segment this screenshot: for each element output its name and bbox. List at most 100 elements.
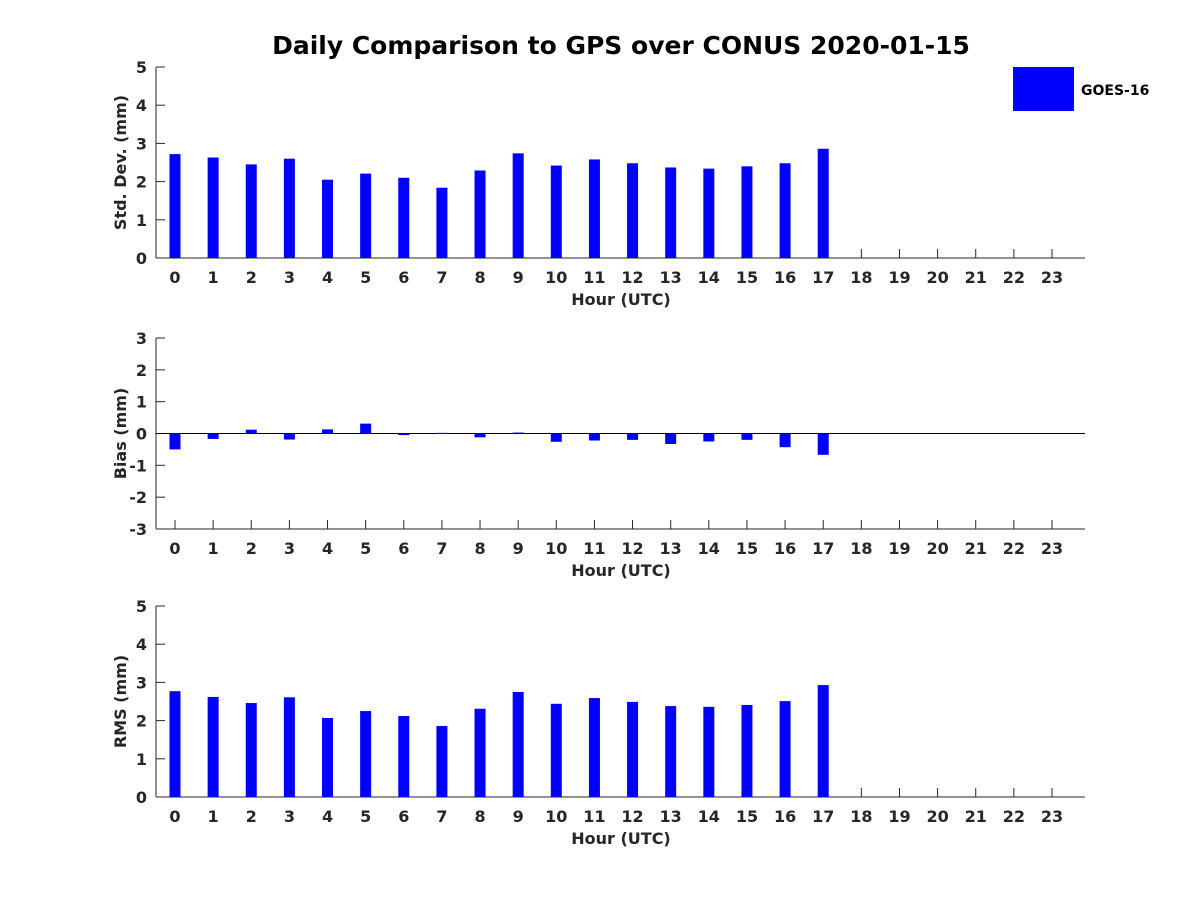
bar-bias-hour-1 <box>207 433 219 439</box>
y-axis-label: RMS (mm) <box>111 655 130 748</box>
bar-bias-hour-10 <box>550 433 562 442</box>
x-tick-label: 23 <box>1041 807 1063 826</box>
x-tick-label: 10 <box>545 539 567 558</box>
bar-rms-hour-5 <box>360 711 372 797</box>
bar-std-dev-hour-17 <box>817 148 829 258</box>
x-tick-label: 0 <box>169 807 180 826</box>
bar-rms-hour-8 <box>474 708 486 797</box>
x-tick-label: 9 <box>513 268 524 287</box>
x-tick-label: 6 <box>398 268 409 287</box>
x-tick-label: 23 <box>1041 268 1063 287</box>
y-axis-label: Std. Dev. (mm) <box>111 95 130 230</box>
x-tick-label: 4 <box>322 539 333 558</box>
y-tick-label: -1 <box>129 456 147 475</box>
x-tick-label: 7 <box>436 268 447 287</box>
bar-bias-hour-13 <box>665 433 677 445</box>
x-tick-label: 7 <box>436 807 447 826</box>
bar-rms-hour-10 <box>550 703 562 797</box>
x-tick-label: 8 <box>474 539 485 558</box>
bar-std-dev-hour-10 <box>550 165 562 258</box>
bar-bias-hour-16 <box>779 433 791 448</box>
bar-std-dev-hour-8 <box>474 170 486 258</box>
x-tick-label: 12 <box>621 807 643 826</box>
x-tick-label: 16 <box>774 539 796 558</box>
x-tick-label: 11 <box>583 807 605 826</box>
bar-rms-hour-3 <box>283 697 295 797</box>
x-tick-label: 1 <box>208 539 219 558</box>
chart-title: Daily Comparison to GPS over CONUS 2020-… <box>272 31 970 60</box>
x-tick-label: 22 <box>1003 539 1025 558</box>
bar-std-dev-hour-11 <box>588 159 600 258</box>
x-tick-label: 4 <box>322 807 333 826</box>
x-tick-label: 13 <box>660 539 682 558</box>
y-axis-label: Bias (mm) <box>111 388 130 480</box>
x-tick-label: 12 <box>621 539 643 558</box>
x-tick-label: 17 <box>812 807 834 826</box>
bar-rms-hour-14 <box>703 706 715 797</box>
y-tick-label: 3 <box>136 329 147 348</box>
legend-label-goes-16: GOES-16 <box>1081 83 1149 99</box>
bar-std-dev-hour-9 <box>512 153 524 258</box>
x-tick-label: 1 <box>208 807 219 826</box>
x-tick-label: 14 <box>698 807 720 826</box>
bar-bias-hour-6 <box>398 433 410 436</box>
bar-rms-hour-4 <box>322 717 334 797</box>
x-tick-label: 0 <box>169 539 180 558</box>
x-axis-label: Hour (UTC) <box>571 561 671 580</box>
x-tick-label: 23 <box>1041 539 1063 558</box>
y-tick-label: 2 <box>136 173 147 192</box>
bar-bias-hour-5 <box>360 423 372 434</box>
x-tick-label: 3 <box>284 807 295 826</box>
bar-rms-hour-11 <box>588 698 600 797</box>
bar-std-dev-hour-14 <box>703 168 715 258</box>
y-tick-label: 1 <box>136 750 147 769</box>
x-tick-label: 20 <box>926 807 948 826</box>
x-tick-label: 21 <box>965 807 987 826</box>
x-tick-label: 19 <box>888 539 910 558</box>
x-tick-label: 11 <box>583 268 605 287</box>
bar-rms-hour-9 <box>512 691 524 797</box>
bar-bias-hour-0 <box>169 433 181 450</box>
y-tick-label: 5 <box>136 597 147 616</box>
x-tick-label: 13 <box>660 807 682 826</box>
y-tick-label: 0 <box>136 249 147 268</box>
x-tick-label: 20 <box>926 539 948 558</box>
bar-std-dev-hour-4 <box>322 179 334 258</box>
y-tick-label: 5 <box>136 58 147 77</box>
x-tick-label: 1 <box>208 268 219 287</box>
x-axis-label: Hour (UTC) <box>571 290 671 309</box>
x-tick-label: 16 <box>774 807 796 826</box>
x-tick-label: 10 <box>545 268 567 287</box>
x-tick-label: 15 <box>736 807 758 826</box>
x-tick-label: 21 <box>965 268 987 287</box>
y-tick-label: 3 <box>136 134 147 153</box>
bar-rms-hour-13 <box>665 706 677 797</box>
bar-rms-hour-15 <box>741 704 753 797</box>
bar-bias-hour-7 <box>436 432 448 434</box>
x-tick-label: 8 <box>474 807 485 826</box>
y-tick-label: 4 <box>136 96 147 115</box>
y-tick-label: 0 <box>136 788 147 807</box>
x-tick-label: 12 <box>621 268 643 287</box>
y-tick-label: 3 <box>136 673 147 692</box>
x-tick-label: 2 <box>246 539 257 558</box>
x-tick-label: 9 <box>513 539 524 558</box>
x-tick-label: 20 <box>926 268 948 287</box>
x-tick-label: 17 <box>812 268 834 287</box>
bar-bias-hour-11 <box>588 433 600 441</box>
x-tick-label: 16 <box>774 268 796 287</box>
bar-bias-hour-2 <box>245 429 257 434</box>
bar-std-dev-hour-6 <box>398 177 410 258</box>
y-tick-label: 4 <box>136 635 147 654</box>
x-tick-label: 17 <box>812 539 834 558</box>
bar-std-dev-hour-16 <box>779 163 791 258</box>
x-tick-label: 19 <box>888 807 910 826</box>
x-tick-label: 3 <box>284 539 295 558</box>
x-tick-label: 11 <box>583 539 605 558</box>
legend-swatch-goes-16 <box>1013 67 1074 111</box>
